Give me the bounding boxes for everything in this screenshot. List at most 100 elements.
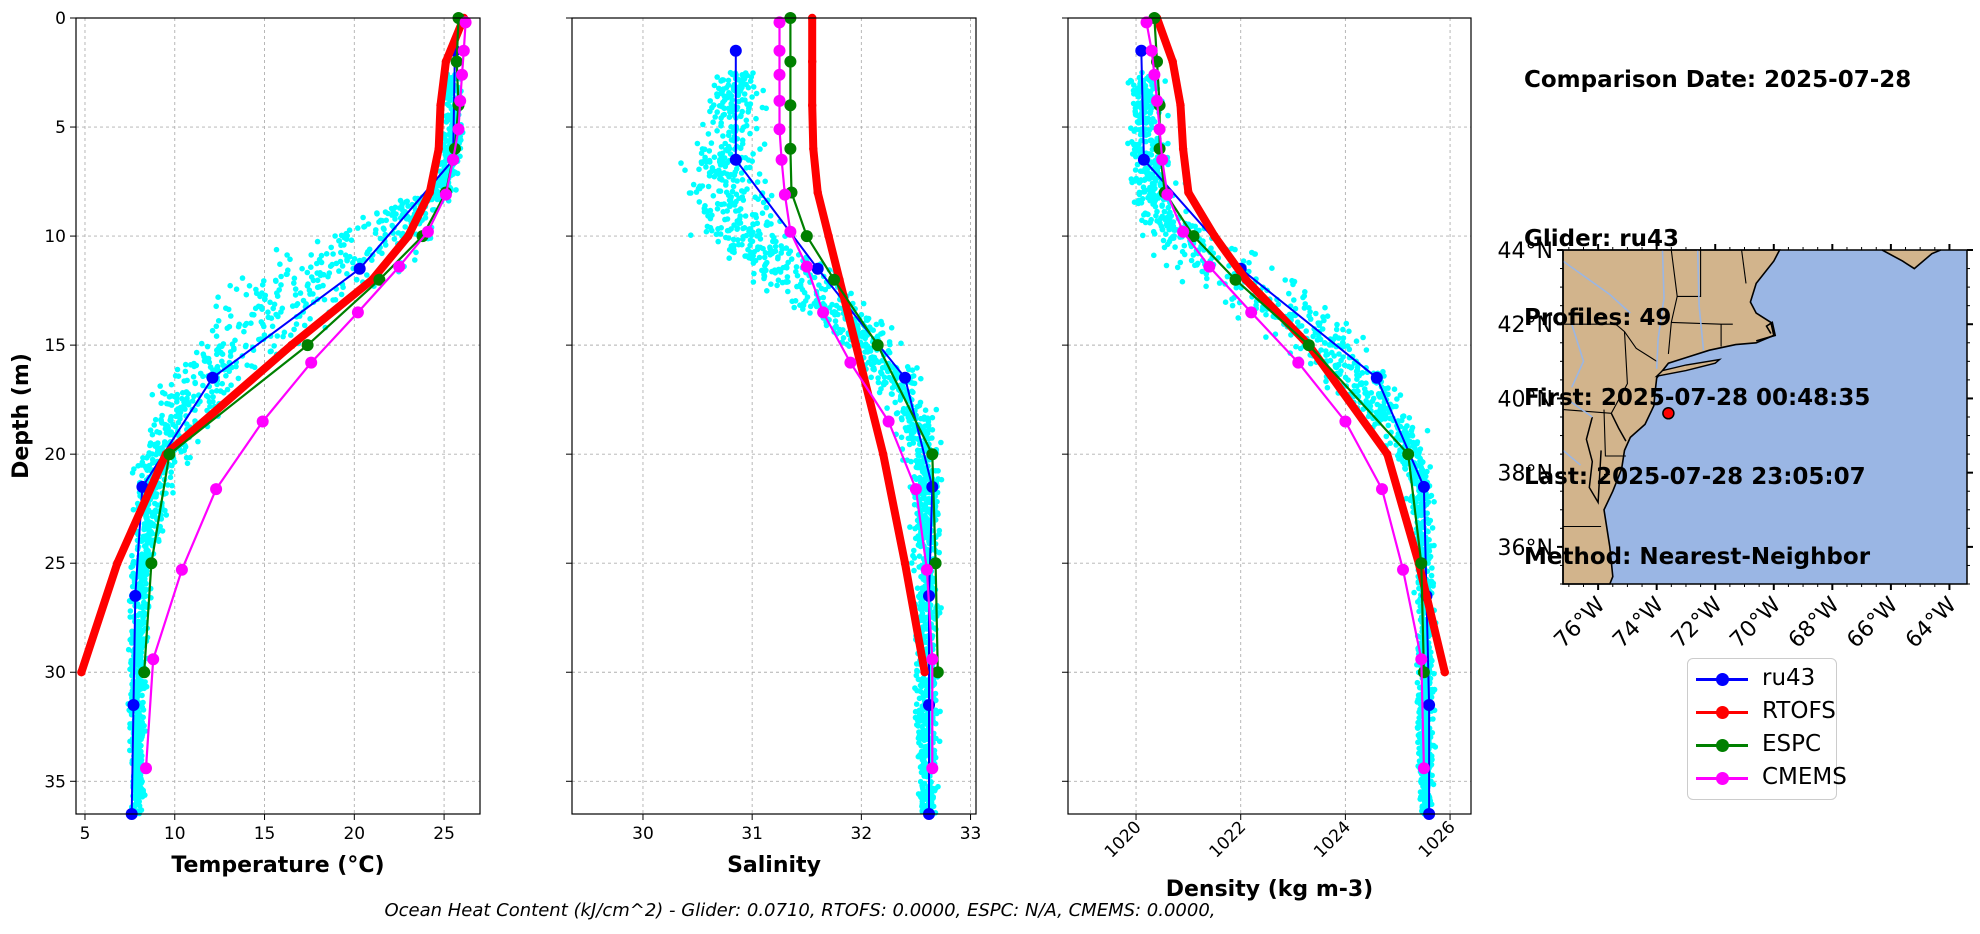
observation-point (898, 434, 905, 441)
observation-point (157, 383, 163, 389)
observation-point (924, 415, 931, 422)
observation-point (1363, 380, 1369, 387)
observation-point (1340, 326, 1346, 333)
observation-point (149, 431, 156, 438)
series-point-cmems (210, 483, 223, 496)
observation-point (858, 311, 865, 318)
observation-point (224, 386, 231, 393)
observation-point (716, 159, 723, 165)
series-line-cmems (144, 21, 467, 770)
observation-point (868, 374, 874, 381)
observation-point (823, 322, 830, 329)
observation-point (1263, 334, 1269, 340)
observation-point (1142, 219, 1149, 226)
observation-point (260, 321, 266, 328)
observation-point (1307, 360, 1314, 367)
observation-point (445, 102, 452, 109)
observation-point (284, 271, 290, 277)
observation-point (1430, 583, 1436, 589)
observation-point (293, 321, 300, 327)
observation-point (697, 183, 703, 189)
observation-point (1163, 231, 1169, 237)
observation-point (1425, 520, 1432, 527)
observation-point (789, 298, 795, 305)
observation-point (741, 189, 747, 195)
observation-point (1343, 320, 1350, 327)
observation-point (1409, 433, 1416, 439)
observation-point (1145, 195, 1151, 201)
observation-point (726, 227, 732, 234)
observation-point (833, 302, 840, 309)
observation-point (1315, 320, 1321, 326)
observation-point (1418, 794, 1424, 800)
series-point-cmems (1156, 153, 1169, 166)
observation-point (204, 343, 211, 350)
legend-label: ESPC (1762, 731, 1822, 757)
x-tick-label: 20 (343, 824, 365, 844)
observation-point (1334, 321, 1340, 328)
y-axis-label: Depth (m) (9, 353, 34, 479)
observation-point (243, 291, 250, 298)
observation-point (879, 371, 885, 377)
observation-point (892, 399, 898, 406)
observation-point (270, 305, 277, 312)
axes-frame (1067, 17, 1472, 815)
observation-point (1132, 108, 1138, 114)
observation-point (887, 341, 893, 348)
observation-point (1409, 424, 1416, 431)
observation-point (249, 311, 255, 318)
observation-point (1144, 169, 1151, 176)
observation-point (1181, 251, 1188, 258)
observation-point (1416, 745, 1422, 752)
observation-point (750, 260, 757, 266)
observation-point (141, 565, 148, 571)
observation-point (364, 250, 370, 257)
observation-point (318, 252, 325, 259)
observation-point (192, 379, 198, 386)
observation-point (888, 391, 895, 397)
observation-point (690, 181, 697, 188)
observation-point (1251, 251, 1258, 257)
observation-point (138, 780, 144, 786)
observation-point (729, 188, 736, 195)
observation-point (366, 246, 373, 253)
observation-point (1293, 343, 1299, 350)
series-point-cmems (817, 306, 830, 319)
observation-point (1286, 290, 1292, 297)
series-point-cmems (421, 225, 434, 238)
observation-point (932, 785, 939, 792)
observation-point (741, 91, 748, 97)
observation-point (1383, 433, 1390, 440)
observation-point (743, 117, 750, 124)
observation-point (1199, 268, 1205, 275)
observation-point (875, 375, 881, 381)
observation-point (718, 225, 724, 231)
observation-point (757, 146, 763, 152)
observation-point (772, 243, 779, 250)
glider-observation-cloud (125, 70, 466, 817)
observation-point (154, 449, 161, 456)
observation-point (339, 263, 346, 269)
observation-point (1323, 378, 1329, 385)
observation-point (164, 426, 171, 433)
observation-point (220, 362, 226, 369)
observation-point (168, 413, 174, 420)
observation-point (1132, 167, 1139, 173)
observation-point (215, 294, 221, 301)
observation-point (1420, 773, 1427, 780)
observation-point (1420, 779, 1427, 785)
observation-point (743, 232, 750, 239)
observation-point (909, 380, 916, 386)
observation-point (791, 304, 797, 311)
observation-point (321, 296, 328, 303)
observation-point (706, 148, 713, 154)
observation-point (704, 223, 711, 230)
series-point-ru43 (899, 371, 911, 384)
observation-point (1429, 525, 1436, 531)
observation-point (332, 233, 338, 239)
observation-point (868, 354, 874, 361)
series-point-rtofs (813, 188, 822, 197)
observation-point (750, 70, 756, 76)
ocean-heat-content-caption: Ocean Heat Content (kJ/cm^2) - Glider: 0… (384, 900, 1216, 921)
observation-point (914, 436, 920, 442)
